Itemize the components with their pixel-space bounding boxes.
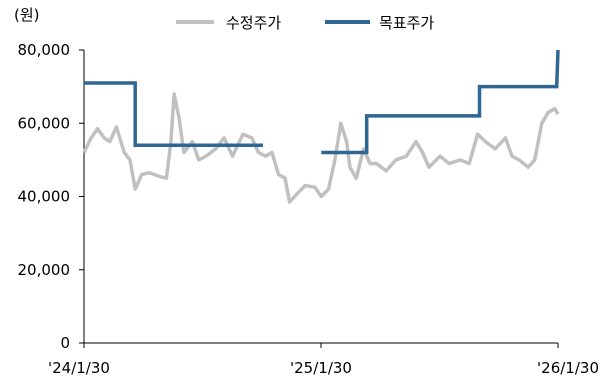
x-tick-label: '25/1/30 (290, 359, 352, 377)
y-tick-label: 0 (60, 334, 70, 352)
y-tick-label: 40,000 (18, 188, 71, 206)
y-tick-label: 80,000 (18, 41, 71, 59)
legend-label-target-price: 목표주가 (379, 14, 434, 32)
x-axis-ticks: '24/1/30 '25/1/30 '26/1/30 (48, 343, 599, 377)
series-line-target-price (321, 49, 560, 155)
legend: 수정주가 목표주가 (176, 14, 434, 32)
y-axis-unit-label: (원) (14, 6, 40, 24)
legend-label-adjusted-price: 수정주가 (226, 14, 281, 32)
series-line-adjusted-price (82, 92, 560, 204)
y-axis-ticks: 0 20,000 40,000 60,000 80,000 (18, 41, 84, 352)
y-tick-label: 20,000 (18, 261, 71, 279)
series-layer (82, 49, 560, 204)
y-tick-label: 60,000 (18, 114, 71, 132)
x-tick-label: '24/1/30 (48, 359, 110, 377)
series-line-target-price (84, 81, 263, 147)
x-tick-label: '26/1/30 (537, 359, 599, 377)
